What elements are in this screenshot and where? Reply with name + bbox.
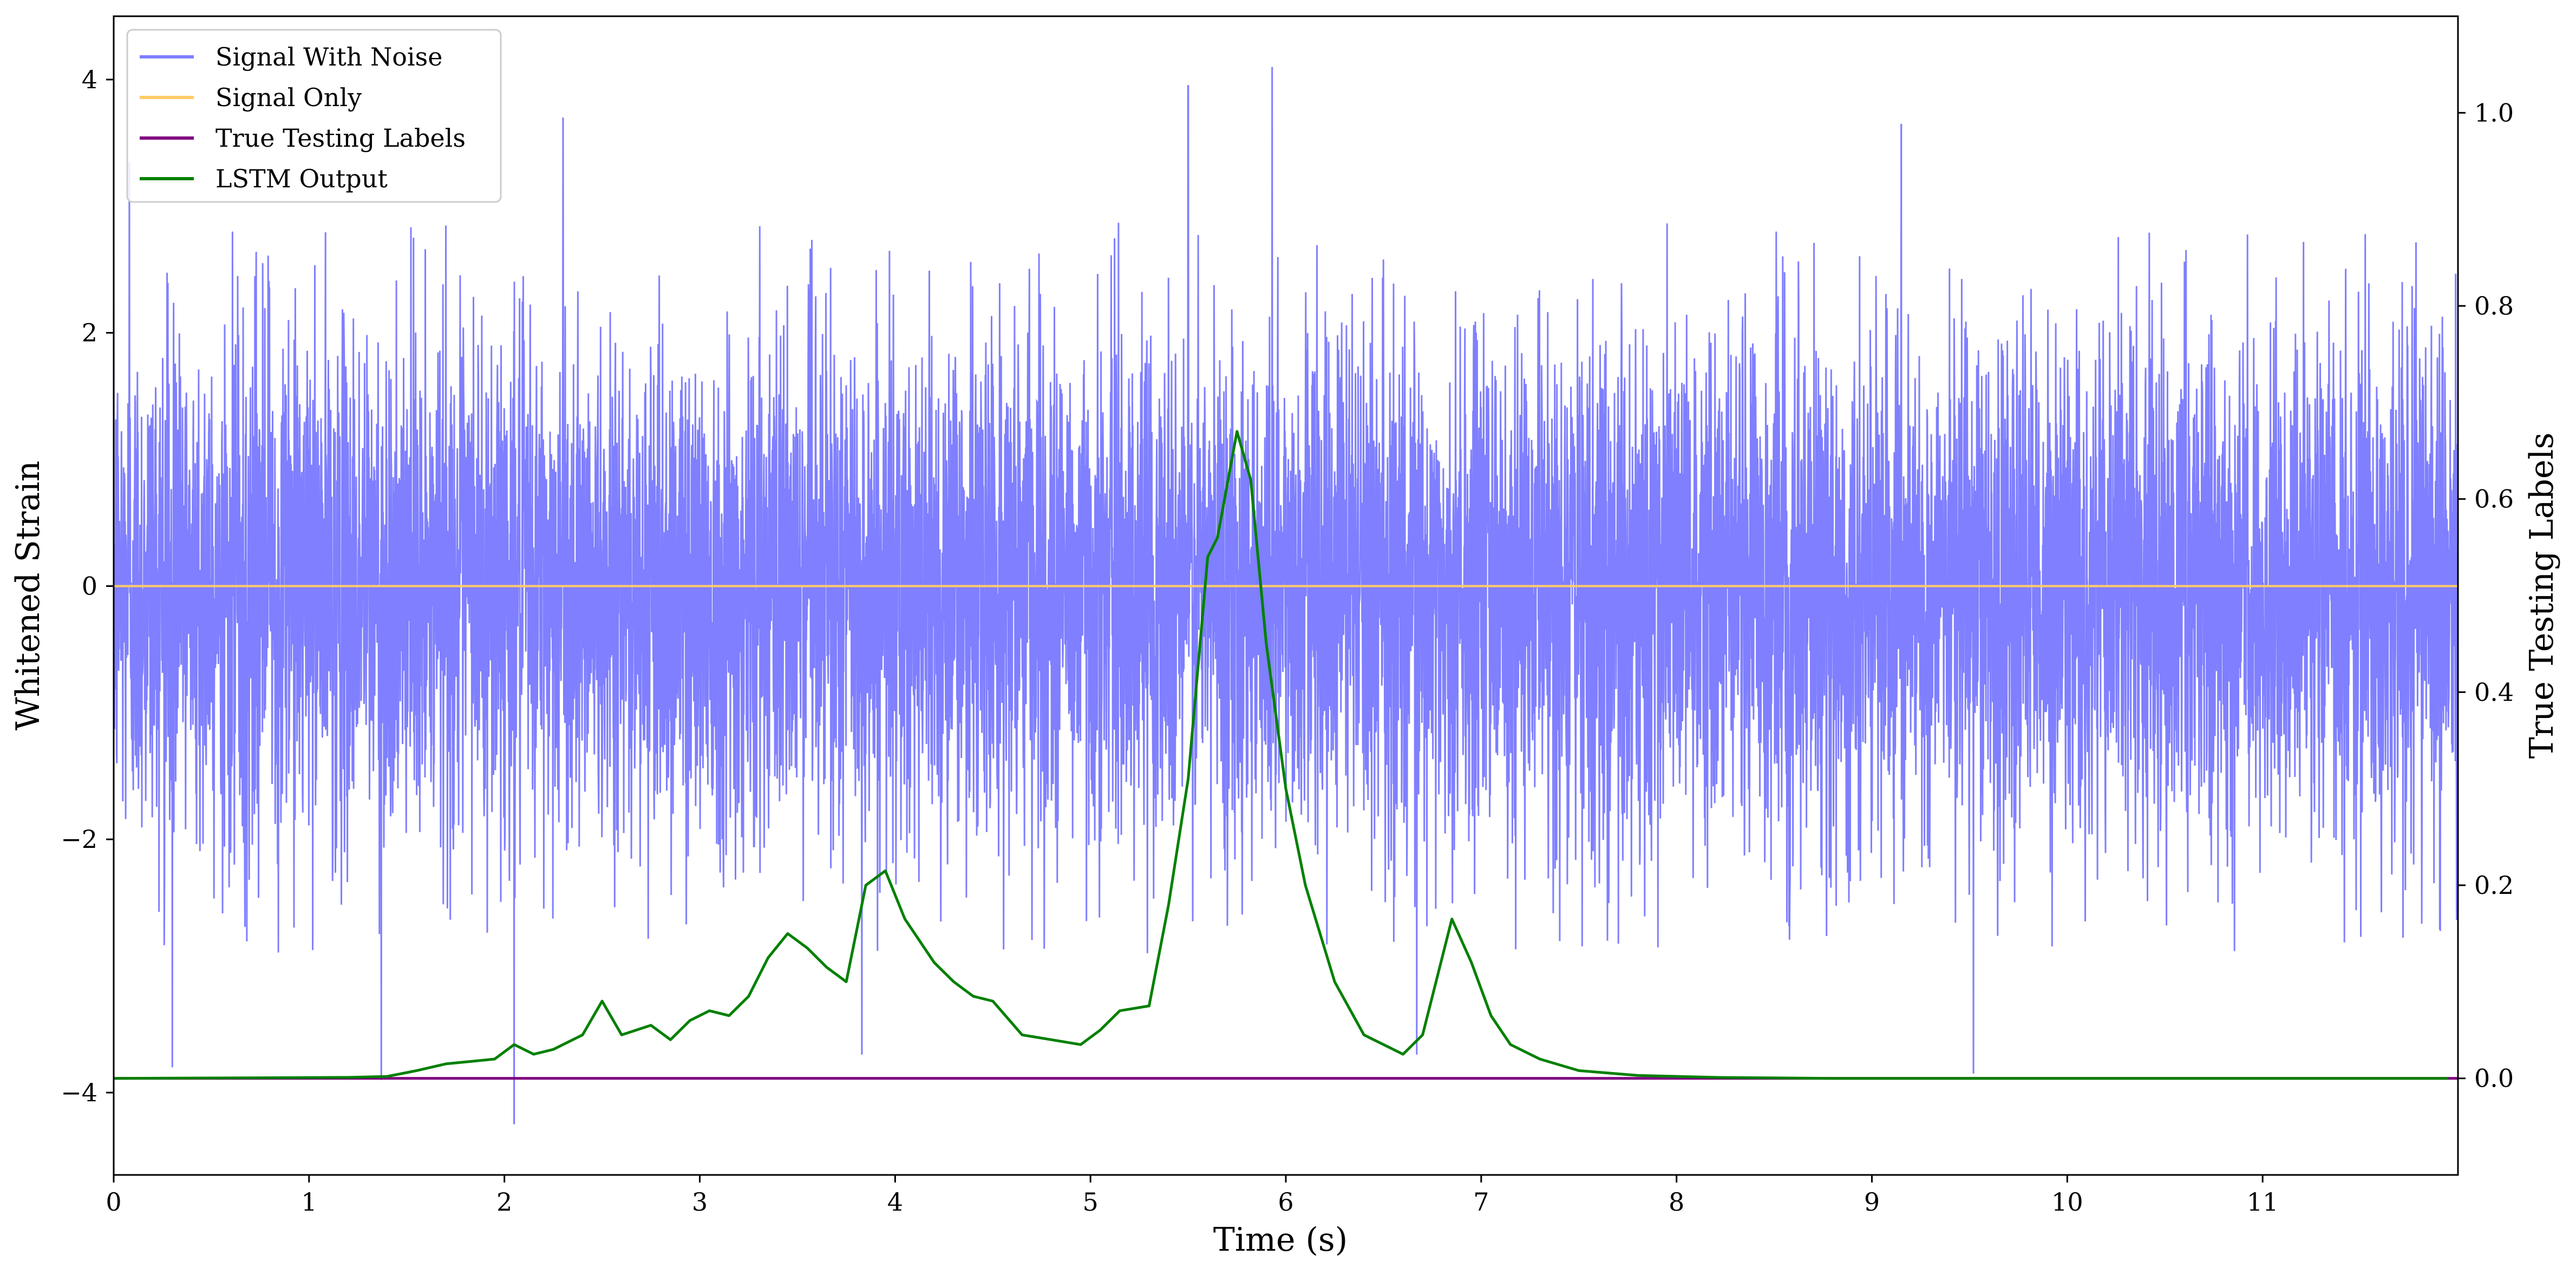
x-tick-label: 11: [2247, 1187, 2279, 1217]
x-tick-label: 9: [1864, 1187, 1880, 1217]
legend-label: True Testing Labels: [215, 123, 466, 153]
y-tick-label: −2: [61, 825, 97, 854]
y2-tick-label: 0.6: [2474, 485, 2514, 514]
y-tick-label: 4: [82, 65, 97, 94]
y2-tick-label: 1.0: [2474, 98, 2514, 127]
x-tick-label: 4: [887, 1187, 903, 1217]
x-tick-label: 10: [2051, 1187, 2083, 1217]
legend-label: LSTM Output: [215, 164, 388, 193]
y2-tick-label: 0.2: [2474, 871, 2514, 900]
y2-tick-label: 0.8: [2474, 291, 2514, 321]
lstm-output-series: [114, 430, 2448, 1080]
y2-tick-label: 0.0: [2474, 1064, 2514, 1093]
signal-with-noise-line: [114, 67, 2458, 1125]
x-tick-label: 8: [1669, 1187, 1684, 1217]
y2-tick-label: 0.4: [2474, 677, 2514, 707]
axes: 0 1 2 3 4 5 6 7 8 9 10 11 −4 −2 0 2 4 0.0 0.2 0.4 0.6 0.8 1.0: [61, 65, 2514, 1217]
lstm-output-line: [114, 430, 2448, 1080]
x-tick-label: 3: [692, 1187, 708, 1217]
x-tick-label: 1: [301, 1187, 317, 1217]
legend-label: Signal With Noise: [215, 42, 442, 71]
y-tick-label: 2: [82, 318, 97, 348]
y2-axis-title: True Testing Labels: [2523, 433, 2561, 759]
legend: Signal With Noise Signal Only True Testing…: [126, 29, 502, 203]
x-tick-label: 2: [496, 1187, 512, 1217]
x-tick-label: 7: [1473, 1187, 1489, 1217]
y-tick-label: 0: [82, 571, 97, 600]
y-tick-label: −4: [61, 1078, 97, 1107]
x-tick-label: 5: [1083, 1187, 1099, 1217]
x-tick-label: 0: [106, 1187, 121, 1217]
x-tick-label: 6: [1278, 1187, 1293, 1217]
signal-with-noise-series: [114, 67, 2458, 1125]
legend-label: Signal Only: [215, 83, 362, 112]
y-axis-title: Whitened Strain: [9, 461, 47, 730]
x-axis-title: Time (s): [1213, 1221, 1348, 1259]
legend-box: [126, 29, 502, 203]
